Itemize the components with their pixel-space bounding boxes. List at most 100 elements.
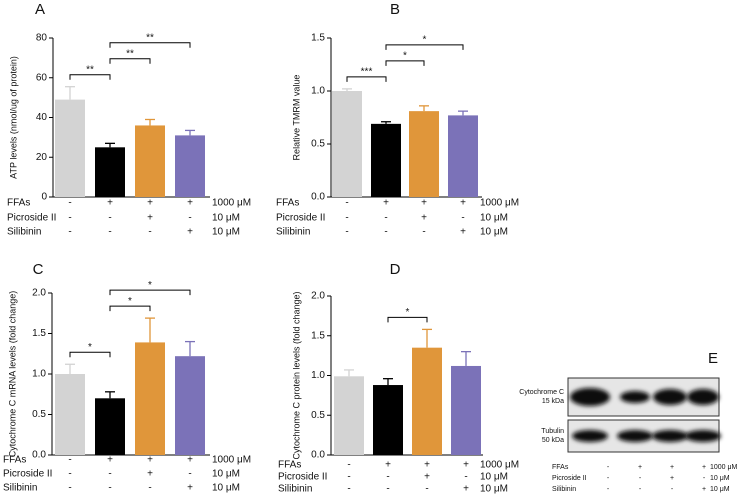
y-tick-label: 0.5: [311, 410, 325, 421]
condition-name: FFAs: [278, 460, 301, 471]
y-tick-label: 0.5: [32, 409, 46, 420]
condition-mark: +: [670, 475, 674, 482]
y-tick-label: 1.5: [311, 330, 325, 341]
condition-mark: +: [383, 198, 389, 209]
y-tick-label: 20: [36, 152, 48, 163]
y-axis-label: ATP levels (nmol/ug of protein): [8, 56, 18, 179]
condition-mark: -: [607, 475, 610, 482]
significance-label: *: [403, 51, 407, 62]
condition-dose: 10 μM: [710, 475, 730, 482]
condition-mark: -: [68, 198, 71, 209]
condition-mark: -: [68, 213, 71, 224]
condition-mark: -: [347, 484, 350, 495]
condition-mark: -: [345, 213, 348, 224]
condition-name: FFAs: [7, 198, 30, 209]
bar: [55, 374, 85, 455]
condition-mark: +: [702, 464, 706, 471]
condition-mark: -: [148, 483, 151, 494]
significance-label: **: [86, 64, 94, 75]
band-size: 50 kDa: [542, 437, 564, 444]
condition-mark: -: [703, 475, 706, 482]
blot-band: [687, 389, 719, 405]
significance-bracket: [387, 316, 428, 323]
condition-name: Picroside II: [278, 472, 327, 483]
condition-mark: -: [108, 213, 111, 224]
error-bar: [145, 317, 155, 343]
significance-bracket: [69, 351, 111, 358]
bar: [412, 347, 442, 455]
y-tick-label: 1.0: [32, 369, 46, 380]
condition-dose: 1000 μM: [710, 464, 738, 471]
condition-mark: +: [107, 198, 113, 209]
significance-label: *: [423, 35, 427, 46]
condition-mark: -: [607, 486, 610, 493]
condition-dose: 10 μM: [480, 472, 508, 483]
condition-mark: -: [108, 227, 111, 238]
significance-label: **: [146, 32, 154, 43]
condition-mark: -: [188, 469, 191, 480]
significance-bracket: [385, 44, 464, 50]
y-tick-label: 2.0: [32, 288, 46, 299]
condition-mark: -: [68, 455, 71, 466]
condition-name: Picroside II: [276, 213, 325, 224]
condition-mark: -: [384, 213, 387, 224]
condition-mark: -: [639, 475, 642, 482]
condition-mark: +: [147, 469, 153, 480]
y-tick-label: 0.5: [311, 139, 325, 150]
bar: [135, 342, 165, 455]
condition-mark: +: [385, 460, 391, 471]
y-tick-label: 1.5: [311, 33, 325, 44]
condition-mark: -: [461, 213, 464, 224]
bar: [95, 147, 125, 197]
blot-band: [652, 430, 688, 442]
significance-bracket: [69, 74, 111, 80]
significance-bracket: [109, 289, 191, 296]
y-tick-label: 2.0: [311, 291, 325, 302]
blot-band: [570, 388, 610, 406]
y-tick-label: 0: [41, 192, 47, 203]
blot-band: [685, 430, 721, 442]
y-tick-label: 1.0: [311, 86, 325, 97]
condition-mark: +: [460, 227, 466, 238]
error-bar: [461, 350, 471, 366]
panel-letter: D: [390, 261, 401, 278]
significance-bracket: [385, 60, 425, 66]
error-bar: [383, 378, 393, 386]
condition-name: FFAs: [3, 455, 26, 466]
condition-dose: 10 μM: [480, 227, 508, 238]
bar: [175, 135, 205, 197]
condition-mark: -: [188, 213, 191, 224]
condition-dose: 10 μM: [480, 484, 508, 495]
error-bar: [105, 391, 115, 399]
condition-dose: 10 μM: [212, 213, 240, 224]
condition-mark: +: [147, 455, 153, 466]
bar: [55, 99, 85, 197]
condition-name: Silibinin: [3, 483, 37, 494]
condition-mark: +: [107, 455, 113, 466]
error-bar: [381, 121, 391, 124]
condition-mark: -: [386, 484, 389, 495]
significance-label: *: [128, 296, 132, 307]
condition-mark: +: [421, 213, 427, 224]
condition-name: Silibinin: [278, 484, 312, 495]
condition-mark: +: [702, 486, 706, 493]
bar: [409, 111, 439, 197]
condition-mark: -: [384, 227, 387, 238]
condition-mark: -: [386, 472, 389, 483]
condition-mark: +: [147, 198, 153, 209]
condition-mark: +: [187, 483, 193, 494]
bar: [95, 398, 125, 455]
y-tick-label: 80: [36, 33, 48, 44]
condition-mark: +: [460, 198, 466, 209]
condition-mark: -: [68, 483, 71, 494]
significance-bracket: [109, 42, 191, 48]
condition-mark: -: [422, 227, 425, 238]
condition-mark: -: [345, 198, 348, 209]
condition-mark: +: [147, 213, 153, 224]
error-bar: [342, 88, 352, 91]
condition-mark: +: [638, 464, 642, 471]
blot-band: [617, 430, 653, 442]
condition-mark: -: [464, 472, 467, 483]
y-axis-label: Relative TMRM value: [291, 75, 301, 161]
condition-mark: -: [347, 460, 350, 471]
